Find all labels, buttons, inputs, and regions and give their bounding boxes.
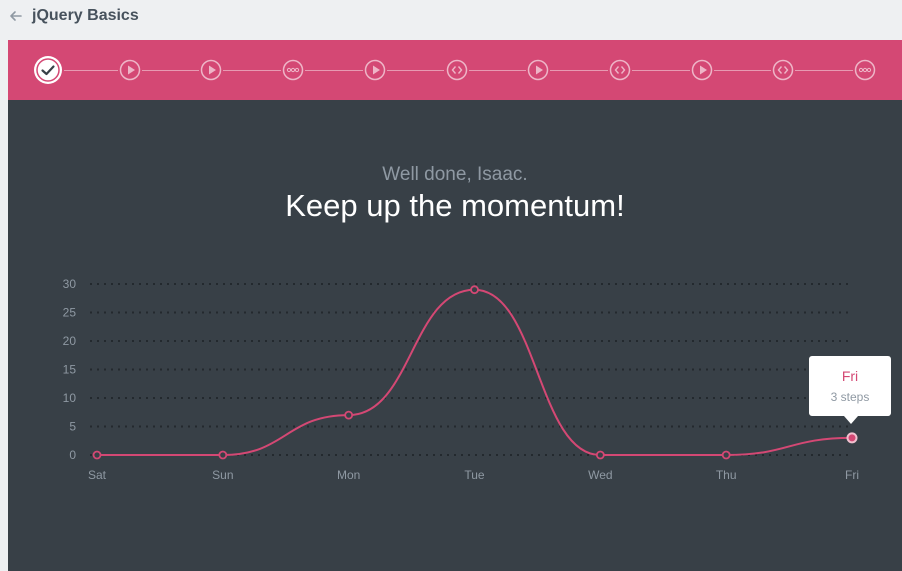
progress-step-video[interactable] xyxy=(200,59,222,81)
y-tick-label: 20 xyxy=(63,334,77,348)
progress-step-completed[interactable] xyxy=(33,55,63,85)
play-icon xyxy=(527,59,549,81)
progress-step-video[interactable] xyxy=(364,59,386,81)
step-connector xyxy=(631,70,690,71)
play-icon xyxy=(201,59,222,81)
x-tick-label: Mon xyxy=(337,468,360,482)
ellipsis-icon xyxy=(282,59,304,81)
y-tick-label: 30 xyxy=(63,277,77,291)
progress-step-code[interactable] xyxy=(609,59,631,81)
step-connector xyxy=(141,70,200,71)
progress-step-video[interactable] xyxy=(691,59,713,81)
y-tick-label: 0 xyxy=(69,448,76,462)
progress-panel: Well done, Isaac. Keep up the momentum! … xyxy=(8,40,902,571)
code-icon xyxy=(609,59,631,81)
data-point[interactable] xyxy=(595,450,605,460)
ellipsis-icon xyxy=(854,59,876,81)
progress-step-video[interactable] xyxy=(527,59,549,81)
step-connector xyxy=(468,70,527,71)
chart-tooltip: Fri 3 steps xyxy=(809,356,891,424)
x-tick-label: Sat xyxy=(88,468,107,482)
x-tick-label: Tue xyxy=(464,468,485,482)
progress-track xyxy=(8,40,902,100)
x-tick-label: Fri xyxy=(845,468,859,482)
step-connector xyxy=(223,70,282,71)
course-title[interactable]: jQuery Basics xyxy=(32,7,139,24)
code-icon xyxy=(446,59,467,81)
progress-step-quiz[interactable] xyxy=(854,59,876,81)
data-point[interactable] xyxy=(846,432,858,444)
data-point[interactable] xyxy=(721,450,731,460)
data-point[interactable] xyxy=(92,450,102,460)
series-line xyxy=(97,288,853,457)
data-point[interactable] xyxy=(218,450,228,460)
y-tick-label: 25 xyxy=(63,306,77,320)
y-tick-label: 10 xyxy=(63,391,77,405)
step-connector xyxy=(305,70,363,71)
tooltip-steps: 3 steps xyxy=(830,390,870,404)
step-connector xyxy=(795,70,853,71)
data-point[interactable] xyxy=(344,410,354,420)
greeting-text: Well done, Isaac. xyxy=(382,164,528,185)
play-icon xyxy=(364,59,386,81)
y-tick-label: 5 xyxy=(69,420,76,434)
code-icon xyxy=(773,59,794,81)
data-point[interactable] xyxy=(470,285,479,295)
top-bar: jQuery Basics xyxy=(0,0,902,38)
step-connector xyxy=(713,70,772,71)
back-arrow-icon[interactable] xyxy=(8,8,24,24)
progress-step-code[interactable] xyxy=(772,59,794,81)
progress-step-quiz[interactable] xyxy=(282,59,304,81)
x-tick-label: Wed xyxy=(588,468,612,482)
play-icon xyxy=(691,59,712,81)
x-tick-label: Sun xyxy=(212,468,233,482)
weekly-steps-chart: 0 5 10 15 20 25 30 Sat Sun Mon Tue Wed Thu Fri xyxy=(63,277,859,482)
progress-step-code[interactable] xyxy=(446,59,468,81)
check-icon xyxy=(34,56,62,84)
headline-text: Keep up the momentum! xyxy=(285,188,625,223)
step-connector xyxy=(550,70,608,71)
x-tick-label: Thu xyxy=(716,468,737,482)
progress-step-video[interactable] xyxy=(119,59,141,81)
play-icon xyxy=(119,59,140,81)
tooltip-day: Fri xyxy=(841,368,859,384)
y-tick-label: 15 xyxy=(63,363,77,377)
step-connector xyxy=(64,70,118,71)
step-connector xyxy=(386,70,445,71)
